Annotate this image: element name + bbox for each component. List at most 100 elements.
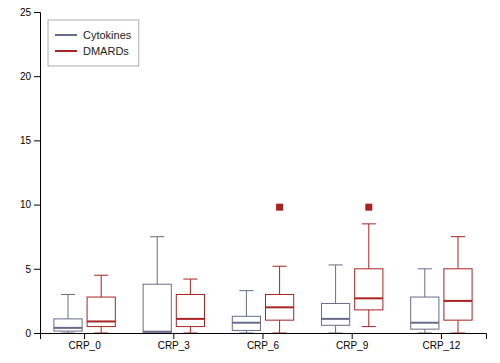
x-tick-label: CRP_12 (422, 340, 460, 351)
box (176, 279, 204, 333)
box (265, 204, 293, 333)
x-tick: CRP_6 (247, 333, 280, 351)
box-body (232, 316, 260, 330)
upper-whisker (246, 291, 247, 317)
upper-cap (150, 236, 164, 237)
lower-cap (183, 333, 197, 334)
box (444, 237, 472, 333)
box-body (87, 297, 115, 327)
x-tick-label: CRP_0 (68, 340, 101, 351)
box-body (265, 294, 293, 320)
box-body (54, 319, 82, 331)
x-tick-mark (352, 333, 353, 339)
flier (365, 204, 372, 211)
lower-cap (239, 333, 253, 334)
upper-whisker (335, 265, 336, 304)
upper-whisker (368, 224, 369, 269)
upper-whisker (157, 237, 158, 285)
legend-frame (48, 20, 139, 66)
upper-whisker (68, 294, 69, 318)
median (411, 322, 439, 324)
lower-cap (329, 333, 343, 334)
median (143, 331, 171, 333)
x-tick: CRP_9 (336, 333, 369, 351)
upper-cap (239, 290, 253, 291)
lower-whisker (279, 320, 280, 333)
plot: 0 5 10 15 20 25 CRP_0 CRP_3 CRP_6 CRP_9 CRP_12 Cyto… (20, 7, 487, 351)
upper-cap (183, 279, 197, 280)
lower-cap (362, 326, 376, 327)
y-tick-mark (34, 205, 40, 206)
box-series (87, 204, 472, 333)
y-tick: 10 (20, 199, 40, 210)
box (54, 294, 82, 333)
lower-cap (418, 333, 432, 334)
legend-swatch (55, 50, 77, 52)
y-tick-mark (34, 76, 40, 77)
y-tick: 5 (25, 264, 40, 275)
x-tick: CRP_0 (68, 333, 101, 351)
upper-whisker (190, 279, 191, 294)
box-body (143, 284, 171, 333)
median (444, 300, 472, 302)
x-axis: CRP_0 CRP_3 CRP_6 CRP_9 CRP_12 (41, 333, 487, 351)
x-tick-label: CRP_6 (247, 340, 280, 351)
upper-whisker (101, 275, 102, 297)
legend-swatch (55, 34, 77, 36)
x-tick-mark (441, 333, 442, 339)
upper-cap (329, 264, 343, 265)
y-tick-mark (34, 12, 40, 13)
x-tick: CRP_12 (422, 333, 460, 351)
x-axis-line (41, 334, 487, 340)
x-tick-mark (263, 333, 264, 339)
upper-whisker (279, 266, 280, 294)
median (355, 297, 383, 299)
box-body (176, 294, 204, 326)
box (321, 265, 349, 333)
box (355, 204, 383, 327)
y-tick-mark (34, 269, 40, 270)
x-tick-label: CRP_9 (336, 340, 369, 351)
legend-label: DMARDs (83, 45, 129, 57)
lower-cap (273, 333, 287, 334)
chart: 0 5 10 15 20 25 CRP_0 CRP_3 CRP_6 CRP_9 CRP_12 Cyto… (0, 0, 500, 363)
box (232, 291, 260, 333)
x-tick-label: CRP_3 (158, 340, 191, 351)
lower-whisker (101, 327, 102, 333)
median (232, 322, 260, 324)
median (265, 306, 293, 308)
lower-whisker (457, 320, 458, 333)
x-tick: CRP_3 (158, 333, 191, 351)
legend: CytokinesDMARDs (48, 20, 139, 66)
box (411, 269, 439, 333)
box (143, 237, 171, 333)
y-tick: 15 (20, 135, 40, 146)
y-tick-label: 0 (25, 328, 31, 339)
y-tick-label: 20 (20, 71, 32, 82)
y-tick: 20 (20, 71, 40, 82)
box-body (411, 297, 439, 329)
median (321, 318, 349, 320)
x-tick-mark (84, 333, 85, 339)
y-tick-label: 5 (25, 264, 31, 275)
y-tick: 0 (25, 328, 40, 339)
x-tick-mark (173, 333, 174, 339)
median (87, 320, 115, 322)
upper-whisker (424, 269, 425, 297)
upper-cap (451, 236, 465, 237)
upper-cap (273, 266, 287, 267)
box-body (355, 269, 383, 310)
lower-cap (94, 333, 108, 334)
box-body (321, 303, 349, 325)
lower-cap (61, 333, 75, 334)
lower-whisker (368, 310, 369, 327)
y-tick-label: 25 (20, 7, 32, 18)
y-tick: 25 (20, 7, 40, 18)
flier (276, 204, 283, 211)
lower-whisker (190, 327, 191, 333)
median (176, 318, 204, 320)
lower-cap (451, 333, 465, 334)
box (87, 275, 115, 333)
upper-whisker (457, 237, 458, 269)
box-body (444, 269, 472, 320)
